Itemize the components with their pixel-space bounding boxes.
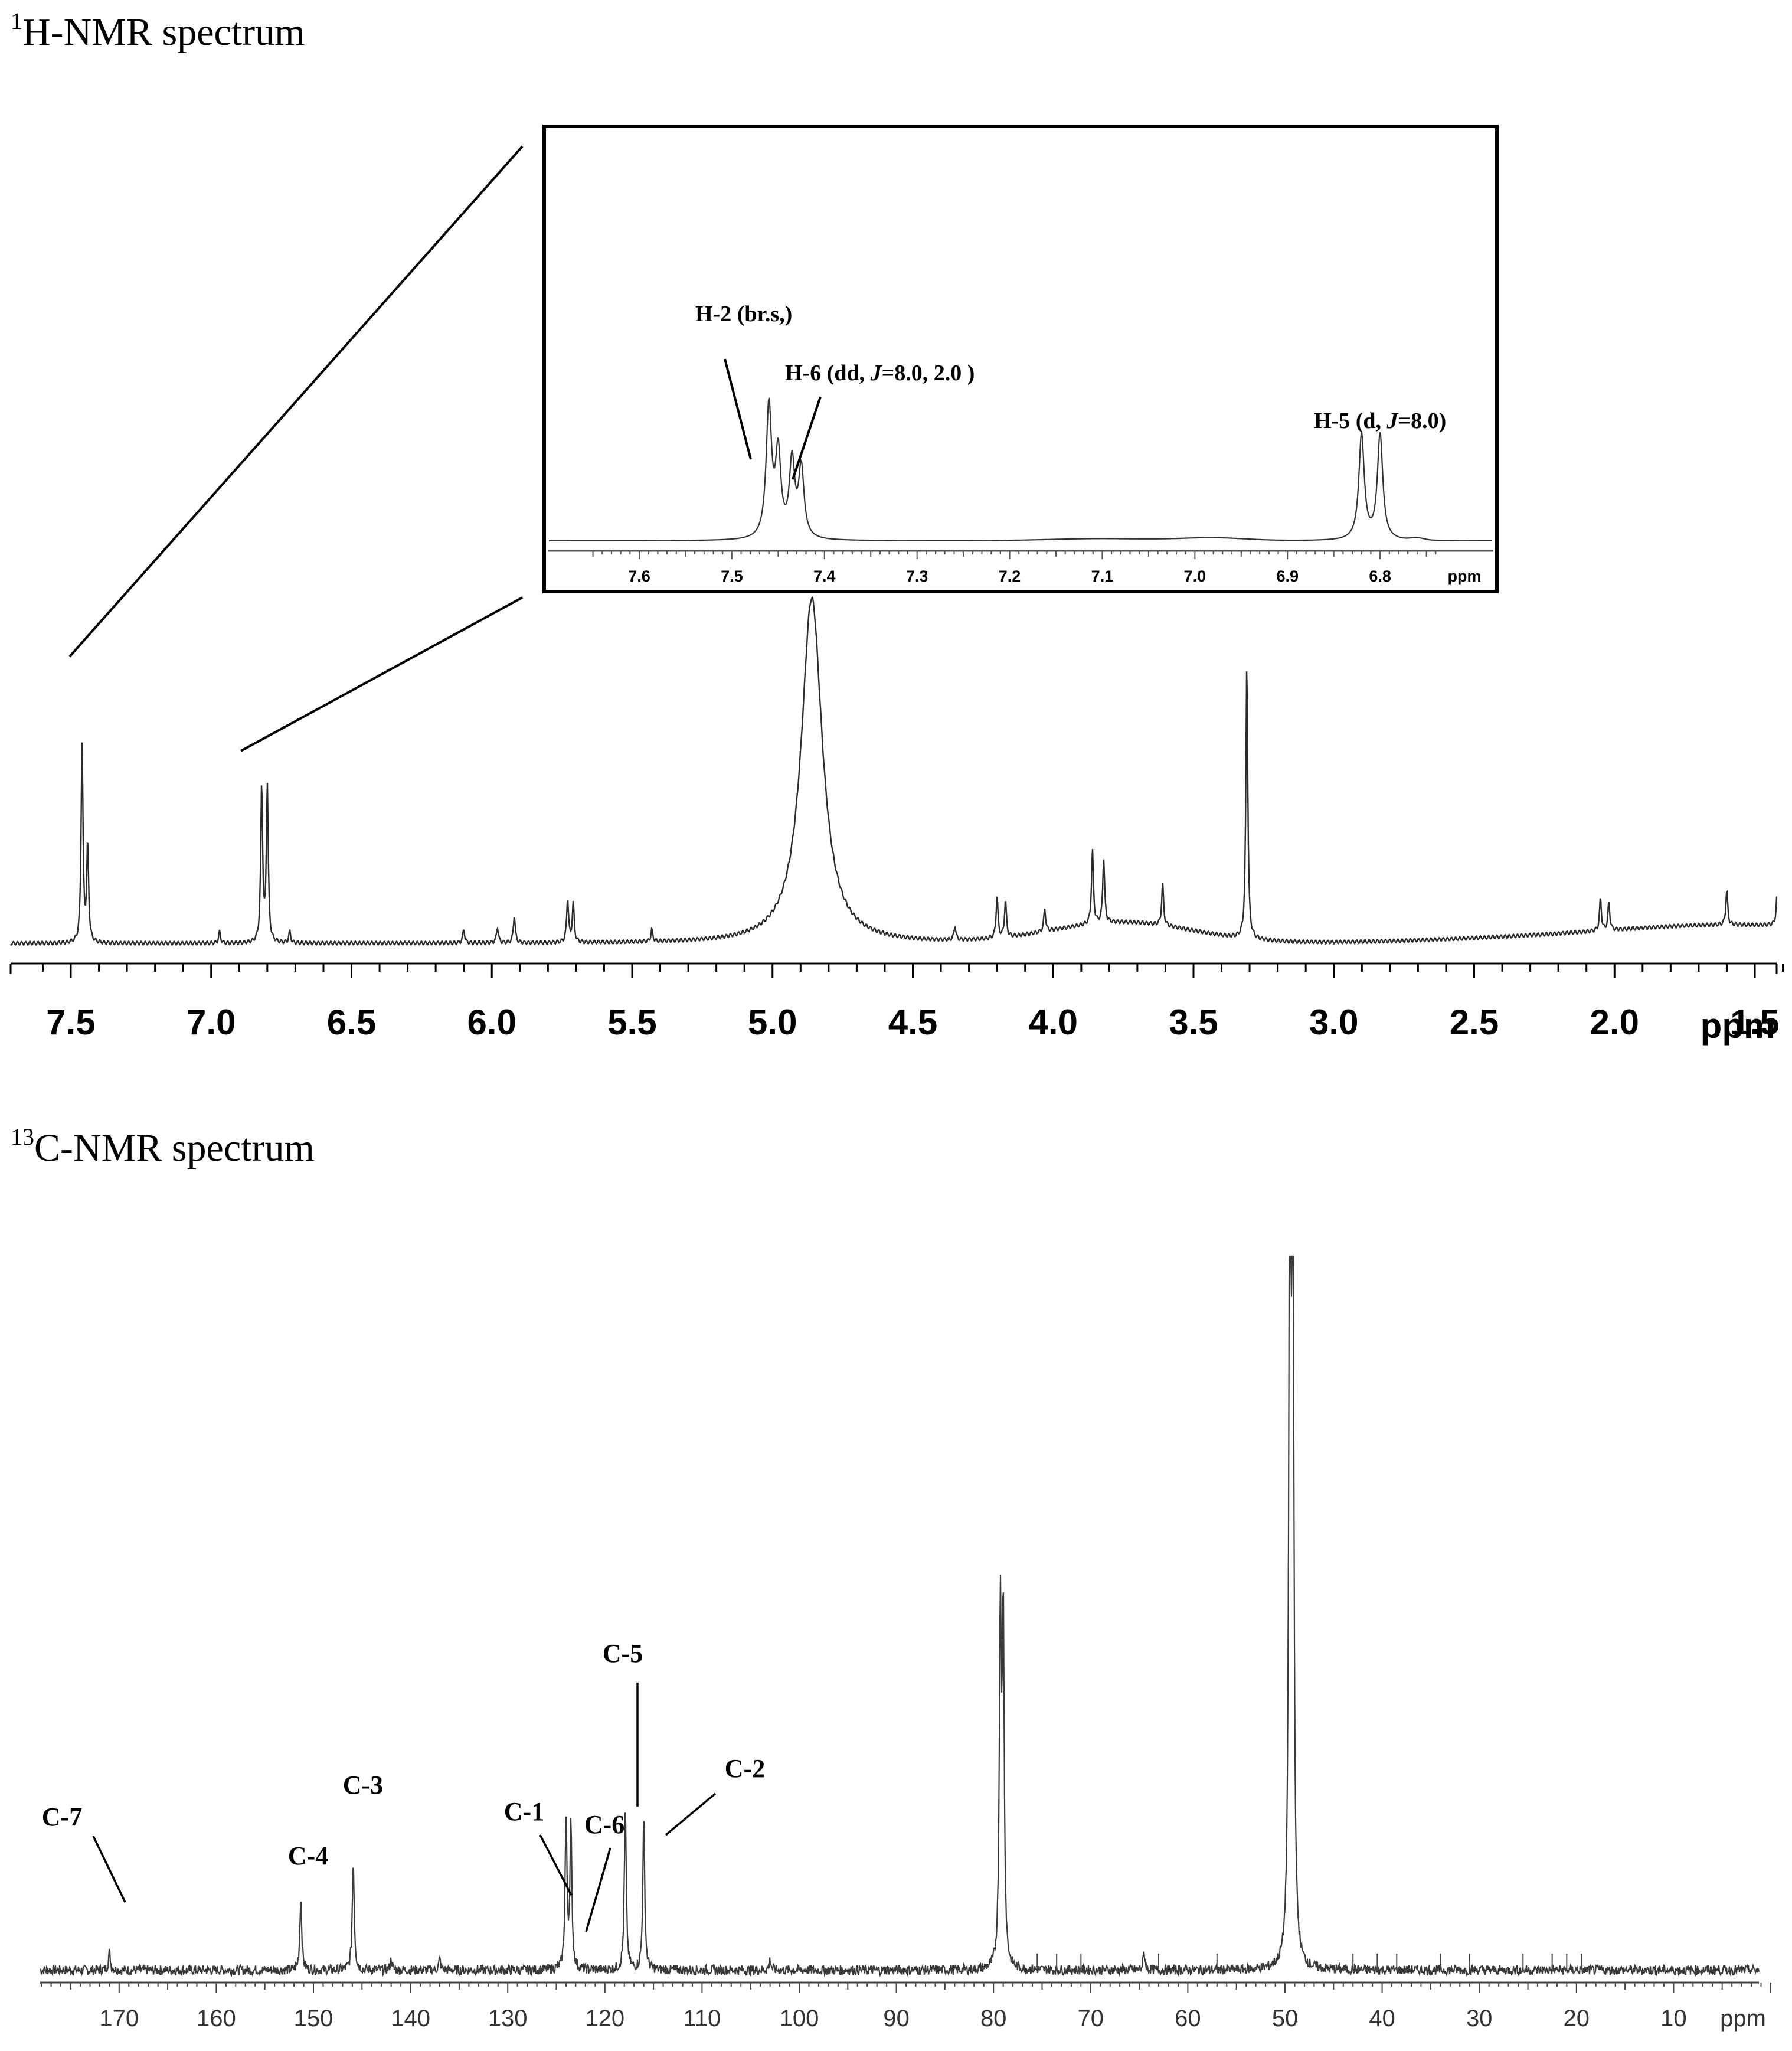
zoom-guide-line xyxy=(68,145,524,658)
h-nmr-tick-label: 4.5 xyxy=(888,1002,937,1042)
c-nmr-tick-label: 170 xyxy=(99,2006,139,2032)
h-nmr-tick-label: 6.0 xyxy=(467,1002,516,1042)
c-nmr-tick-label: 30 xyxy=(1466,2006,1493,2032)
c-nmr-tick-label: 50 xyxy=(1272,2006,1299,2032)
inset-pointer-h2 xyxy=(724,358,752,460)
c-nmr-tick-label: 100 xyxy=(780,2006,819,2032)
inset-label-h2: H-2 (br.s,) xyxy=(695,302,792,326)
h-nmr-tick-label: 1.5 xyxy=(1730,1002,1779,1042)
c-nmr-peak-pointer xyxy=(92,1836,126,1903)
c-nmr-tick-label: 160 xyxy=(197,2006,236,2032)
c-nmr-tick-label: 110 xyxy=(684,2006,721,2032)
c-nmr-peak-label: C-4 xyxy=(288,1841,328,1870)
c-nmr-tick-label: 120 xyxy=(585,2006,624,2032)
c-nmr-tick-label: 140 xyxy=(391,2006,430,2032)
h-nmr-tick-label: 3.0 xyxy=(1309,1002,1358,1042)
inset-tick-label: 7.0 xyxy=(1184,567,1206,585)
h-nmr-title: 1H-NMR spectrum xyxy=(11,8,305,54)
c-nmr-peak-label: C-6 xyxy=(584,1810,624,1839)
inset-tick-label: 6.8 xyxy=(1369,567,1391,585)
c-nmr-tick-label: 20 xyxy=(1564,2006,1590,2032)
c-nmr-tick-label: 10 xyxy=(1660,2006,1687,2032)
h-nmr-tick-label: 2.0 xyxy=(1590,1002,1639,1042)
h-nmr-tick-label: 3.5 xyxy=(1169,1002,1218,1042)
c-nmr-peak-label: C-1 xyxy=(504,1797,544,1826)
c-nmr-peak-label: C-5 xyxy=(603,1639,643,1668)
c-nmr-x-label: ppm xyxy=(1720,2006,1766,2032)
h-nmr-x-label: ppm xyxy=(1701,1006,1775,1046)
h-nmr-tick-label: 2.5 xyxy=(1450,1002,1499,1042)
c-nmr-peak-label: C-7 xyxy=(42,1802,82,1831)
c-nmr-trace xyxy=(40,1255,1760,1978)
inset-tick-label: 7.2 xyxy=(999,567,1021,585)
h-nmr-tick-label: 5.5 xyxy=(607,1002,656,1042)
inset-tick-label: 6.9 xyxy=(1276,567,1299,585)
c-nmr-tick-label: 70 xyxy=(1078,2006,1104,2032)
h-nmr-tick-label: 7.0 xyxy=(187,1002,236,1042)
h-nmr-tick-label: 4.0 xyxy=(1029,1002,1078,1042)
h-nmr-tick-label: 7.5 xyxy=(46,1002,95,1042)
h-nmr-trace xyxy=(10,596,1778,946)
c-nmr-peak-pointer xyxy=(585,1847,611,1932)
h-nmr-tick-label: 6.5 xyxy=(327,1002,376,1042)
inset-label-h6: H-6 (dd, J=8.0, 2.0 ) xyxy=(785,361,975,386)
inset-tick-label: 7.6 xyxy=(628,567,650,585)
c-nmr-tick-label: 130 xyxy=(488,2006,528,2032)
inset-frame xyxy=(542,125,1499,593)
inset-tick-label: 7.1 xyxy=(1091,567,1114,585)
inset-label-h5: H-5 (d, J=8.0) xyxy=(1314,409,1446,433)
c-nmr-tick-label: 40 xyxy=(1369,2006,1395,2032)
inset-x-label: ppm xyxy=(1448,567,1482,585)
inset-tick-label: 7.4 xyxy=(813,567,836,585)
c-nmr-peak-pointer xyxy=(539,1834,573,1896)
c-nmr-peak-label: C-2 xyxy=(725,1754,765,1783)
c-nmr-peak-label: C-3 xyxy=(343,1771,383,1799)
inset-pointer-h6 xyxy=(792,396,822,480)
inset-tick-label: 7.3 xyxy=(906,567,928,585)
c-nmr-tick-label: 150 xyxy=(294,2006,333,2032)
c-nmr-tick-label: 60 xyxy=(1175,2006,1201,2032)
c-nmr-tick-label: 80 xyxy=(980,2006,1007,2032)
zoom-guide-line xyxy=(240,596,523,752)
inset-trace xyxy=(549,397,1492,541)
c-nmr-title: 13C-NMR spectrum xyxy=(11,1124,315,1170)
c-nmr-peak-pointer xyxy=(665,1792,717,1836)
c-nmr-tick-label: 90 xyxy=(883,2006,910,2032)
h-nmr-tick-label: 5.0 xyxy=(748,1002,797,1042)
inset-tick-label: 7.5 xyxy=(721,567,743,585)
